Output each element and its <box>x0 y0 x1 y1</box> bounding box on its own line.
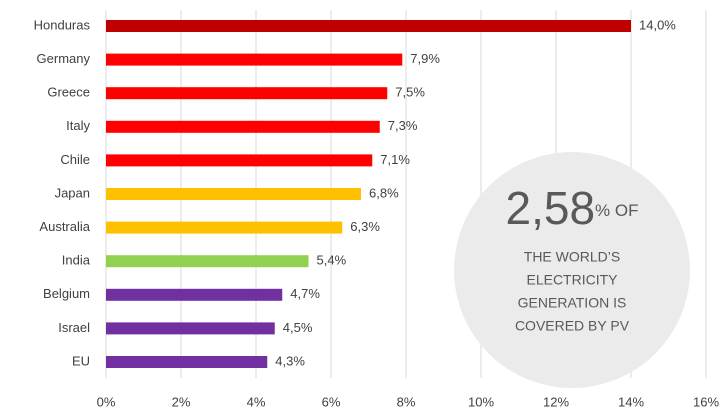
x-tick-label: 8% <box>397 394 416 409</box>
y-tick-label: EU <box>72 353 90 368</box>
bar <box>106 53 403 66</box>
y-tick-label: Honduras <box>34 17 91 32</box>
x-tick-label: 4% <box>247 394 266 409</box>
bar <box>106 255 309 268</box>
y-tick-label: Japan <box>55 185 90 200</box>
annotation-line: ELECTRICITY <box>526 272 618 288</box>
x-tick-label: 2% <box>172 394 191 409</box>
x-tick-label: 14% <box>618 394 644 409</box>
annotation-line: COVERED BY PV <box>515 318 630 334</box>
annotation-suffix: % OF <box>595 201 638 220</box>
value-label: 4,3% <box>275 353 305 368</box>
annotation-number: 2,58 <box>506 182 596 234</box>
value-label: 7,1% <box>380 152 410 167</box>
bar <box>106 120 380 133</box>
x-tick-label: 16% <box>693 394 719 409</box>
value-label: 7,3% <box>388 118 418 133</box>
y-tick-label: India <box>62 253 91 268</box>
y-tick-label: Germany <box>37 51 91 66</box>
x-tick-label: 12% <box>543 394 569 409</box>
value-label: 5,4% <box>317 253 347 268</box>
value-label: 7,9% <box>410 51 440 66</box>
y-tick-label: Italy <box>66 118 90 133</box>
annotation-line: THE WORLD’S <box>524 249 620 265</box>
bar <box>106 356 268 368</box>
bar <box>106 154 373 167</box>
bar <box>106 322 275 335</box>
bar <box>106 87 388 100</box>
value-label: 6,3% <box>350 219 380 234</box>
value-label: 4,5% <box>283 320 313 335</box>
y-tick-label: Chile <box>60 152 90 167</box>
annotation-circle <box>454 152 690 388</box>
bar <box>106 20 631 32</box>
value-label: 6,8% <box>369 185 399 200</box>
x-tick-label: 6% <box>322 394 341 409</box>
y-tick-label: Israel <box>58 320 90 335</box>
value-label: 14,0% <box>639 17 676 32</box>
y-tick-label: Australia <box>39 219 90 234</box>
bar <box>106 221 343 234</box>
value-label: 4,7% <box>290 286 320 301</box>
bar <box>106 288 283 301</box>
annotation-line: GENERATION IS <box>518 295 627 311</box>
annotation-headline: 2,58% OF <box>506 182 639 234</box>
y-tick-label: Greece <box>47 85 90 100</box>
value-label: 7,5% <box>395 85 425 100</box>
bar <box>106 188 361 200</box>
y-tick-label: Belgium <box>43 286 90 301</box>
x-tick-label: 0% <box>97 394 116 409</box>
x-tick-label: 10% <box>468 394 494 409</box>
